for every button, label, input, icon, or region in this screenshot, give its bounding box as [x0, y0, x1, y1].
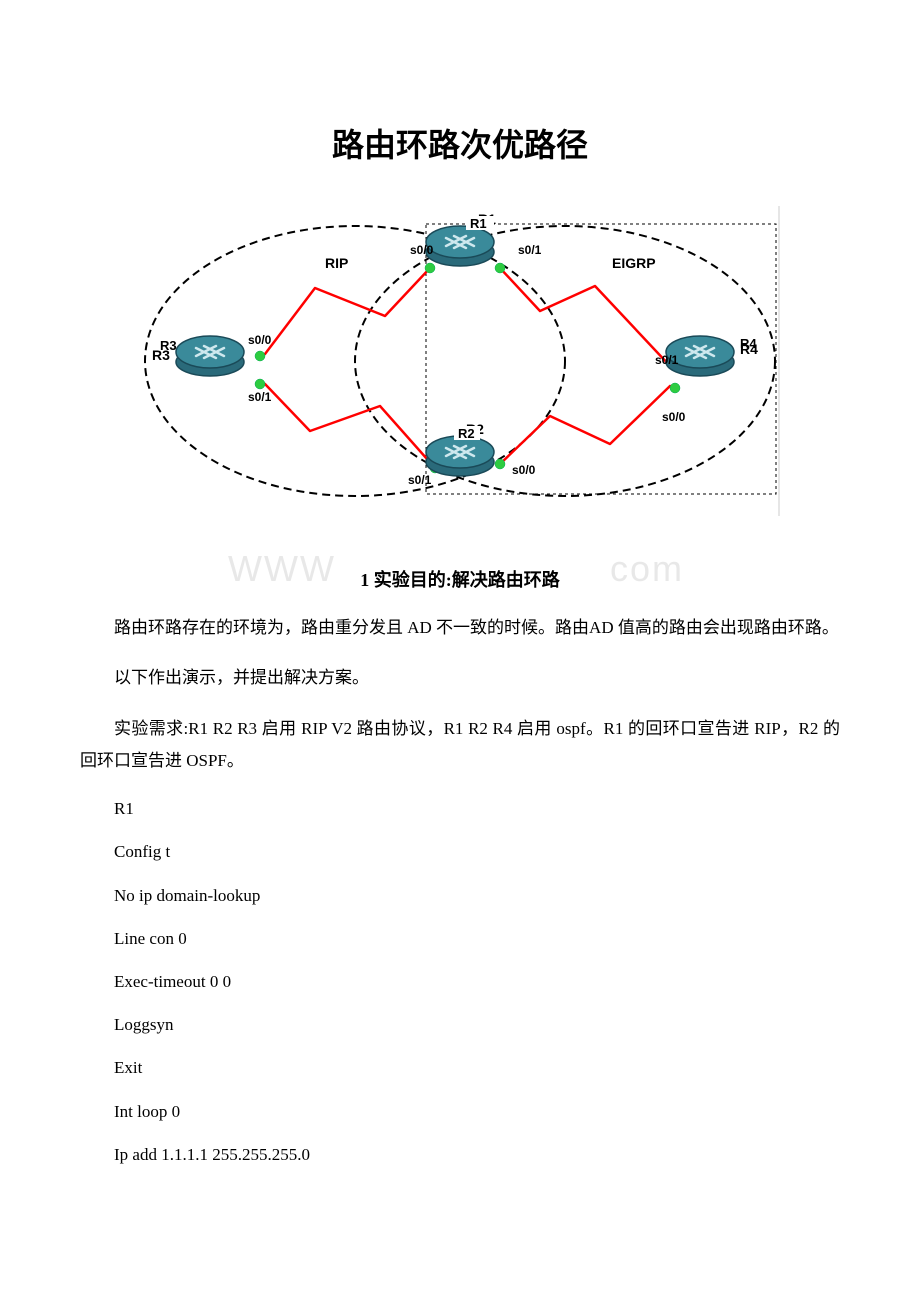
svg-text:R4: R4 — [740, 336, 757, 351]
svg-text:s0/0: s0/0 — [512, 463, 536, 477]
paragraph: 以下作出演示，并提出解决方案。 — [80, 662, 840, 694]
config-line: R1 — [80, 795, 840, 822]
svg-text:R1: R1 — [470, 216, 487, 231]
svg-text:s0/1: s0/1 — [518, 243, 542, 257]
config-line: No ip domain-lookup — [80, 882, 840, 909]
config-line: Ip add 1.1.1.1 255.255.255.0 — [80, 1141, 840, 1168]
svg-text:s0/1: s0/1 — [408, 473, 432, 487]
svg-text:s0/0: s0/0 — [662, 410, 686, 424]
config-line: Loggsyn — [80, 1011, 840, 1038]
section-heading: 1 实验目的:解决路由环路 — [80, 566, 840, 592]
watermark-wrap: WWW com 1 实验目的:解决路由环路 — [80, 566, 840, 592]
svg-text:R3: R3 — [160, 338, 177, 353]
page-title: 路由环路次优路径 — [80, 120, 840, 166]
svg-text:s0/0: s0/0 — [410, 243, 434, 257]
svg-text:EIGRP: EIGRP — [612, 255, 656, 271]
svg-text:R2: R2 — [458, 426, 475, 441]
config-line: Exec-timeout 0 0 — [80, 968, 840, 995]
config-block: R1 Config t No ip domain-lookup Line con 0 E… — [80, 795, 840, 1168]
diagram-container: R1R2R3R4R1R2s0/0s0/1s0/0s0/1s0/1s0/0s0/1… — [80, 206, 840, 516]
paragraph: 实验需求:R1 R2 R3 启用 RIP V2 路由协议，R1 R2 R4 启用… — [80, 713, 840, 778]
svg-text:RIP: RIP — [325, 255, 348, 271]
svg-text:s0/0: s0/0 — [248, 333, 272, 347]
config-line: Int loop 0 — [80, 1098, 840, 1125]
network-svg: R1R2R3R4R1R2s0/0s0/1s0/0s0/1s0/1s0/0s0/1… — [140, 206, 780, 516]
svg-text:s0/1: s0/1 — [248, 390, 272, 404]
network-diagram: R1R2R3R4R1R2s0/0s0/1s0/0s0/1s0/1s0/0s0/1… — [140, 206, 780, 516]
paragraph: 路由环路存在的环境为，路由重分发且 AD 不一致的时候。路由AD 值高的路由会出… — [80, 612, 840, 644]
svg-text:s0/1: s0/1 — [655, 353, 679, 367]
config-line: Config t — [80, 838, 840, 865]
config-line: Line con 0 — [80, 925, 840, 952]
config-line: Exit — [80, 1054, 840, 1081]
